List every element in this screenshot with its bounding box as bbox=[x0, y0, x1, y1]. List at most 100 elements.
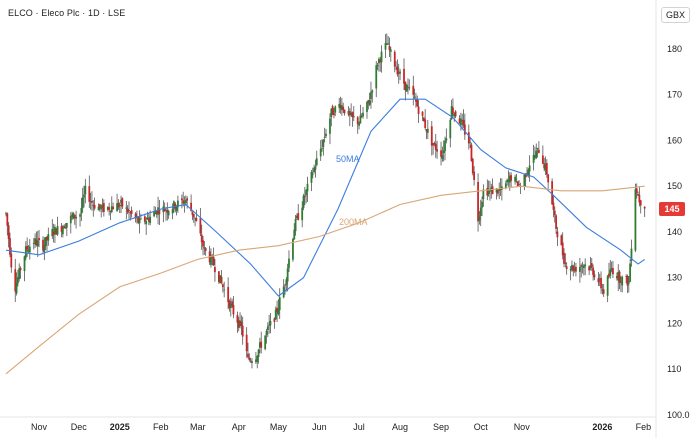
candle-body bbox=[130, 210, 133, 214]
candle-body bbox=[397, 71, 400, 74]
candle-body bbox=[626, 275, 629, 286]
candle-body bbox=[518, 184, 520, 185]
candle-body bbox=[171, 208, 174, 214]
candle-body bbox=[190, 202, 193, 211]
candle-body bbox=[227, 287, 230, 302]
candle-body bbox=[153, 211, 155, 217]
candle-body bbox=[462, 119, 465, 126]
candle-body bbox=[88, 186, 91, 202]
candle-body bbox=[108, 207, 111, 210]
x-tick-label: Jun bbox=[312, 422, 327, 432]
candle-body bbox=[101, 204, 104, 208]
candle-body bbox=[236, 315, 239, 323]
candle-body bbox=[606, 276, 609, 296]
candle-body bbox=[79, 214, 81, 217]
candle-body bbox=[69, 215, 72, 224]
candle-body bbox=[315, 158, 318, 166]
candle-body bbox=[54, 226, 56, 234]
candle-body bbox=[34, 238, 36, 244]
candle-body bbox=[120, 199, 122, 203]
candle-body bbox=[200, 234, 203, 243]
candle-body bbox=[61, 227, 64, 235]
candle-body bbox=[634, 189, 637, 251]
candle-body bbox=[97, 206, 100, 211]
candle-body bbox=[612, 267, 614, 275]
candle-body bbox=[9, 238, 11, 255]
candle-body bbox=[433, 143, 436, 144]
candle-body bbox=[256, 356, 259, 362]
candle-body bbox=[118, 204, 121, 207]
candle-body bbox=[609, 269, 612, 276]
candle-body bbox=[269, 321, 272, 326]
candle-body bbox=[293, 229, 296, 240]
candle-body bbox=[80, 207, 83, 214]
y-tick-label: 130 bbox=[667, 273, 682, 283]
candle-body bbox=[617, 271, 620, 281]
candle-body bbox=[329, 118, 331, 134]
candle-body bbox=[510, 175, 513, 181]
candle-body bbox=[573, 268, 576, 271]
candle-body bbox=[544, 164, 547, 171]
candle-body bbox=[109, 210, 112, 212]
header-separator: · bbox=[79, 8, 88, 18]
interval-label: 1D bbox=[87, 8, 100, 18]
candle-body bbox=[146, 217, 149, 220]
candle-body bbox=[598, 279, 601, 281]
candle-body bbox=[296, 215, 298, 219]
candle-body bbox=[266, 326, 269, 330]
candle-body bbox=[232, 304, 235, 315]
candle-body bbox=[202, 240, 204, 247]
candle-body bbox=[452, 107, 454, 114]
x-tick-label: Dec bbox=[71, 422, 88, 432]
candle-body bbox=[285, 279, 288, 285]
candle-body bbox=[251, 361, 253, 363]
candle-body bbox=[601, 289, 604, 291]
candle-body bbox=[273, 318, 276, 322]
x-tick-label: Aug bbox=[392, 422, 408, 432]
candle-body bbox=[284, 285, 286, 287]
candle-body bbox=[91, 200, 93, 203]
candle-body bbox=[154, 211, 157, 215]
candle-body bbox=[223, 289, 226, 291]
candle-body bbox=[467, 132, 470, 144]
candle-body bbox=[639, 200, 642, 206]
candle-body bbox=[43, 244, 46, 253]
ma50-label: 50MA bbox=[336, 154, 360, 164]
candle-body bbox=[321, 148, 323, 149]
currency-button[interactable]: GBX bbox=[660, 7, 690, 23]
candle-body bbox=[547, 174, 550, 183]
candle-body bbox=[175, 206, 178, 211]
candle-body bbox=[416, 99, 419, 107]
candle-body bbox=[477, 181, 479, 222]
y-tick-label: 150 bbox=[667, 181, 682, 191]
candle-body bbox=[459, 118, 462, 125]
candle-body bbox=[204, 248, 207, 251]
candle-body bbox=[403, 68, 405, 84]
x-tick-label: 2025 bbox=[110, 422, 130, 432]
candle-body bbox=[165, 210, 167, 212]
candle-body bbox=[532, 154, 535, 163]
candle-body bbox=[589, 265, 592, 269]
candle-body bbox=[288, 258, 290, 269]
candle-body bbox=[339, 105, 342, 109]
x-tick-label: Mar bbox=[190, 422, 206, 432]
candle-body bbox=[498, 189, 501, 191]
candle-body bbox=[449, 119, 452, 139]
candle-body bbox=[506, 179, 509, 183]
candle-body bbox=[129, 212, 132, 214]
candle-body bbox=[51, 228, 54, 237]
candle-body bbox=[26, 245, 29, 250]
candle-body bbox=[52, 231, 55, 235]
company-name: Eleco Plc bbox=[41, 8, 80, 18]
candle-body bbox=[110, 206, 113, 213]
candle-body bbox=[35, 239, 38, 246]
candle-body bbox=[417, 106, 420, 114]
candle-body bbox=[426, 128, 429, 133]
candle-body bbox=[638, 194, 641, 203]
candle-body bbox=[453, 113, 456, 117]
candle-body bbox=[376, 65, 379, 67]
candle-body bbox=[221, 284, 224, 288]
candle-body bbox=[471, 159, 474, 174]
candle-body bbox=[588, 266, 591, 271]
